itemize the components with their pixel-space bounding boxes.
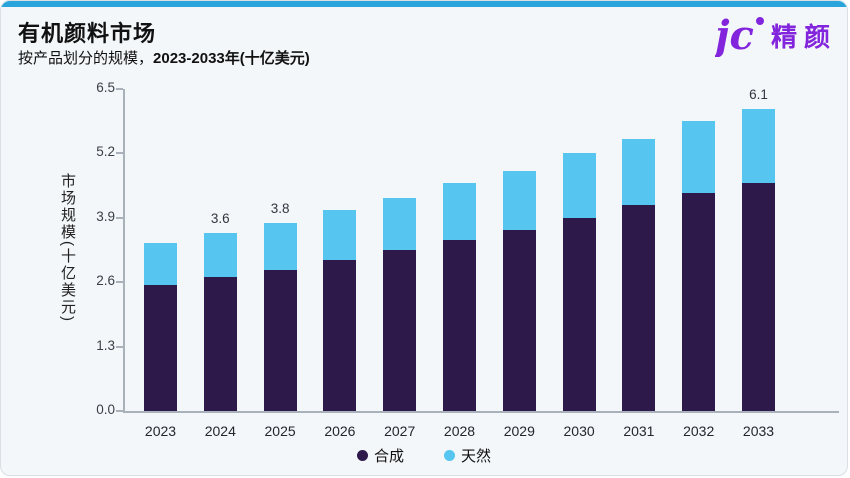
y-tick-label-2.6: 2.6 [96,273,115,289]
bar-2027-natural [383,198,417,250]
bar-2025-synthetic [263,269,297,411]
y-tick-mark-0.0 [116,410,123,412]
bar-2030-synthetic [562,217,596,411]
page-subtitle: 按产品划分的规模，2023-2033年(十亿美元) [18,47,310,68]
bar-2023-natural [144,242,177,285]
x-tick-label-2024: 2024 [204,423,236,439]
x-tick-label-2030: 2030 [563,423,595,439]
svg-text:jc: jc [715,13,754,57]
bar-2024-natural [203,232,237,278]
legend-dot-synthetic [356,450,368,461]
subtitle-regular-part: 按产品划分的规模， [18,50,154,67]
bar-value-label-2025: 3.8 [270,200,290,216]
bar-value-label-2024: 3.6 [210,210,230,226]
bar-2026-natural [323,210,357,260]
legend-dot-natural [444,450,455,461]
bar-2025-natural [263,222,297,270]
plot-area: 0.0 1.3 2.6 3.9 5.2 6.5 2023 3.6 2024 3.8 2025 2026… [96,80,839,439]
bar-2030-natural [562,153,596,218]
bar-2031-synthetic [622,205,656,411]
bar-value-label-2033: 6.1 [749,86,768,102]
bar-2024-synthetic [203,277,237,411]
x-tick-label-2033: 2033 [742,423,775,439]
x-tick-label-2031: 2031 [623,423,655,439]
legend-label-natural: 天然 [461,448,492,465]
logo-jc-monogram-icon: jc [715,13,764,57]
bar-2029-synthetic [502,230,536,411]
legend-label-synthetic: 合成 [373,448,404,465]
bar-2023-synthetic [144,284,177,411]
brand-logo: jc 精颜 [715,13,837,57]
x-tick-label-2027: 2027 [384,423,416,439]
y-tick-mark-6.5 [116,88,123,90]
subtitle-bold-part: 2023-2033年(十亿美元) [153,50,310,67]
y-tick-label-6.5: 6.5 [96,80,115,95]
x-tick-label-2029: 2029 [503,423,535,439]
legend: 合成 天然 [1,445,847,466]
x-tick-label-2025: 2025 [264,423,296,439]
y-tick-mark-5.2 [116,152,123,155]
logo-brand-name: 精颜 [770,21,837,52]
y-tick-label-1.3: 1.3 [96,337,115,353]
top-accent-bar [1,1,847,7]
bar-2028-synthetic [443,240,476,411]
legend-item-natural: 天然 [444,445,491,466]
legend-item-synthetic: 合成 [356,445,404,466]
x-tick-label-2023: 2023 [144,423,177,439]
bar-2026-synthetic [323,259,357,411]
x-tick-label-2028: 2028 [443,423,476,439]
x-tick-label-2026: 2026 [324,423,356,439]
page-title: 有机颜料市场 [18,21,157,46]
bar-2031-natural [622,138,656,206]
y-axis-title: 市场规模(十亿美元) [59,173,76,323]
bar-2033-synthetic [742,183,775,411]
y-tick-label-0.0: 0.0 [96,402,115,417]
x-tick-label-2032: 2032 [683,423,715,439]
bar-2032-natural [682,121,716,194]
bar-2028-natural [443,183,476,241]
bar-2032-synthetic [682,193,716,411]
y-tick-label-5.2: 5.2 [96,144,115,160]
y-tick-mark-3.9 [116,216,123,219]
bar-2033-natural [742,108,775,184]
bar-2027-synthetic [383,250,417,411]
y-tick-label-3.9: 3.9 [96,208,115,224]
y-tick-mark-2.6 [116,281,123,284]
bar-2029-natural [502,170,536,231]
y-tick-mark-1.3 [116,345,123,348]
